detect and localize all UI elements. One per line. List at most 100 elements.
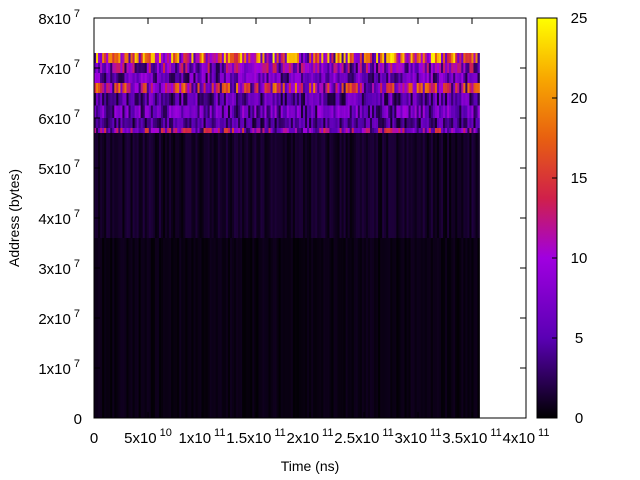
heatmap-cell-6-142 [382, 118, 385, 128]
heatmap-cell-0-166 [430, 53, 434, 63]
heatmap-cell-1-142 [382, 63, 385, 73]
heatmap-cell-2-109 [315, 73, 318, 83]
heatmap-cell-9-37 [169, 238, 172, 418]
heatmap-cell-5-18 [130, 105, 133, 118]
heatmap-cell-8-86 [268, 133, 271, 238]
heatmap-cell-4-92 [280, 93, 284, 106]
heatmap-cell-4-188 [475, 93, 478, 106]
heatmap-cell-0-82 [260, 53, 263, 63]
heatmap-cell-3-26 [146, 83, 150, 93]
heatmap-cell-5-1 [96, 105, 99, 118]
heatmap-cell-9-73 [242, 238, 245, 418]
heatmap-cell-6-162 [422, 118, 426, 128]
heatmap-cell-8-160 [418, 133, 422, 238]
heatmap-cell-1-39 [173, 63, 176, 73]
heatmap-cell-3-94 [284, 83, 288, 93]
heatmap-cell-8-185 [469, 133, 472, 238]
heatmap-cell-7-66 [227, 128, 231, 133]
heatmap-cell-5-55 [205, 105, 208, 118]
heatmap-cell-2-128 [353, 73, 357, 83]
heatmap-cell-8-129 [355, 133, 359, 238]
heatmap-cell-8-188 [475, 133, 478, 238]
heatmap-cell-6-167 [432, 118, 436, 128]
heatmap-cell-8-31 [156, 133, 160, 238]
heatmap-cell-5-181 [461, 105, 464, 118]
heatmap-cell-6-134 [365, 118, 369, 128]
heatmap-cell-0-165 [428, 53, 432, 63]
heatmap-cell-8-21 [136, 133, 139, 238]
heatmap-cell-8-25 [144, 133, 148, 238]
heatmap-cell-7-115 [327, 128, 330, 133]
heatmap-cell-6-0 [94, 118, 97, 128]
heatmap-cell-9-143 [384, 238, 387, 418]
heatmap-cell-4-166 [430, 93, 434, 106]
heatmap-cells [94, 53, 480, 418]
heatmap-cell-0-21 [136, 53, 139, 63]
heatmap-cell-0-115 [327, 53, 330, 63]
heatmap-cell-1-94 [284, 63, 288, 73]
heatmap-cell-0-103 [303, 53, 306, 63]
heatmap-cell-2-110 [317, 73, 320, 83]
heatmap-cell-6-158 [414, 118, 417, 128]
heatmap-cell-7-172 [443, 128, 446, 133]
heatmap-cell-4-77 [250, 93, 253, 106]
heatmap-cell-4-136 [369, 93, 373, 106]
heatmap-cell-5-82 [260, 105, 263, 118]
heatmap-cell-8-133 [363, 133, 367, 238]
heatmap-cell-2-45 [185, 73, 188, 83]
heatmap-cell-5-65 [225, 105, 229, 118]
heatmap-cell-4-177 [453, 93, 456, 106]
heatmap-cell-3-37 [169, 83, 172, 93]
heatmap-cell-4-163 [424, 93, 428, 106]
heatmap-cell-3-58 [211, 83, 215, 93]
heatmap-cell-3-57 [209, 83, 212, 93]
heatmap-cell-4-158 [414, 93, 417, 106]
heatmap-cell-7-4 [102, 128, 105, 133]
heatmap-cell-5-73 [242, 105, 245, 118]
heatmap-cell-1-110 [317, 63, 320, 73]
heatmap-cell-9-120 [337, 238, 340, 418]
heatmap-cell-8-157 [412, 133, 415, 238]
heatmap-cell-1-58 [211, 63, 215, 73]
heatmap-cell-4-25 [144, 93, 148, 106]
heatmap-cell-8-59 [213, 133, 217, 238]
heatmap-cell-7-23 [140, 128, 143, 133]
y-tick-label-4: 4x10 7 [38, 208, 80, 228]
heatmap-cell-6-141 [380, 118, 383, 128]
heatmap-cell-2-44 [183, 73, 186, 83]
heatmap-cell-1-178 [455, 63, 458, 73]
heatmap-cell-4-134 [365, 93, 369, 106]
heatmap-cell-8-7 [108, 133, 111, 238]
heatmap-cell-0-50 [195, 53, 198, 63]
heatmap-cell-2-104 [305, 73, 308, 83]
heatmap-cell-1-13 [120, 63, 123, 73]
heatmap-cell-0-65 [225, 53, 229, 63]
heatmap-cell-2-43 [181, 73, 184, 83]
heatmap-cell-8-145 [388, 133, 391, 238]
heatmap-cell-5-102 [300, 105, 304, 118]
heatmap-cell-0-131 [359, 53, 363, 63]
heatmap-cell-8-179 [457, 133, 460, 238]
heatmap-cell-7-180 [459, 128, 462, 133]
heatmap-cell-1-8 [110, 63, 113, 73]
x-tick-label-4: 2x10 11 [287, 427, 334, 447]
heatmap-cell-1-127 [351, 63, 355, 73]
heatmap-cell-6-18 [130, 118, 133, 128]
heatmap-cell-9-173 [445, 238, 448, 418]
heatmap-cell-7-186 [471, 128, 474, 133]
heatmap-cell-5-70 [236, 105, 239, 118]
heatmap-cell-5-87 [270, 105, 273, 118]
heatmap-cell-8-128 [353, 133, 357, 238]
heatmap-cell-7-128 [353, 128, 357, 133]
heatmap-cell-7-89 [274, 128, 277, 133]
heatmap-cell-9-78 [252, 238, 255, 418]
heatmap-cell-4-143 [384, 93, 387, 106]
heatmap-cell-7-112 [321, 128, 324, 133]
heatmap-cell-5-35 [165, 105, 168, 118]
heatmap-cell-5-112 [321, 105, 324, 118]
heatmap-cell-4-119 [335, 93, 338, 106]
heatmap-cell-9-25 [144, 238, 148, 418]
heatmap-cell-9-28 [150, 238, 154, 418]
heatmap-cell-7-79 [254, 128, 257, 133]
heatmap-cell-4-70 [236, 93, 239, 106]
